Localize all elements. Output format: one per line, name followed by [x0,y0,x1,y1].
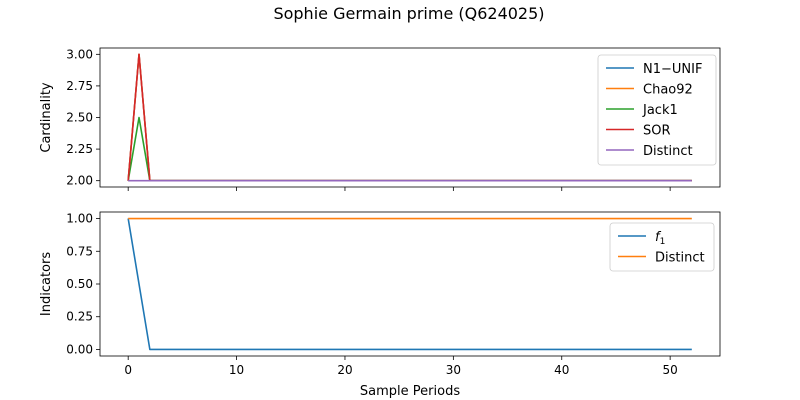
y-tick-label: 0.25 [66,310,93,324]
legend-entry: Chao92 [643,83,693,98]
y-tick-label: 2.00 [66,174,93,188]
series-line-f [127,218,692,351]
legend-entry: SOR [643,124,671,139]
axes-frame [99,211,721,357]
legend-entry: Distinct [643,144,693,159]
legend-entry: f1 [655,230,665,247]
y-axis-label: Cardinality [39,82,54,153]
legend-entry: N1−UNIF [643,62,702,77]
y-tick-label: 2.75 [66,79,93,93]
y-tick-label: 3.00 [66,47,93,61]
x-axis-label: Sample Periods [360,384,460,399]
x-tick-label: 20 [337,363,352,377]
x-tick-label: 10 [229,363,244,377]
cardinality-panel: 2.00 2.25 2.50 2.75 3.00 Cardinality N1−UNIF Ch… [39,47,721,191]
y-axis-label: Indicators [39,252,54,316]
indicators-panel: 0.00 0.25 0.50 0.75 1.00 0 10 20 30 40 50 Indicator… [39,211,721,399]
x-tick-label: 0 [124,363,132,377]
x-tick-label: 40 [554,363,569,377]
y-tick-label: 0.00 [66,342,93,356]
x-tick-label: 50 [662,363,677,377]
figure-title: Sophie Germain prime (Q624025) [273,4,544,23]
legend-entry: Distinct [655,251,705,266]
y-tick-label: 1.00 [66,212,93,226]
axes-frame [99,47,721,188]
y-tick-label: 2.25 [66,142,93,156]
x-tick-label: 30 [446,363,461,377]
y-tick-label: 0.50 [66,277,93,291]
y-tick-label: 0.75 [66,244,93,258]
legend-entry: Jack1 [642,103,678,118]
legend-box [609,222,715,272]
legend-box [597,54,717,166]
y-tick-label: 2.50 [66,111,93,125]
